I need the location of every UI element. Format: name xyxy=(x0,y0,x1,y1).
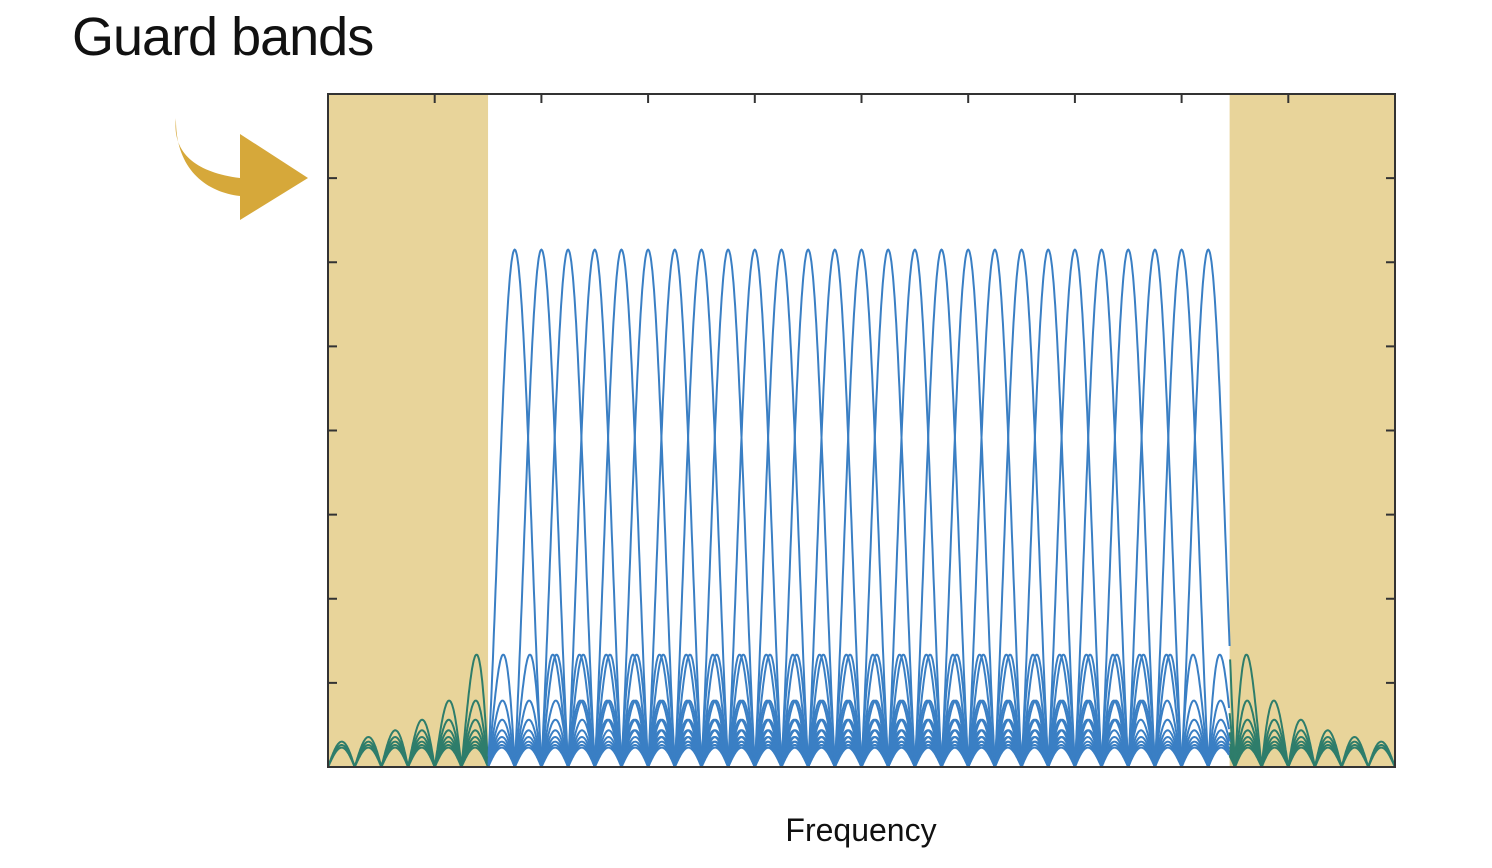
subcarrier-23 xyxy=(860,248,1231,767)
subcarrier-2 xyxy=(487,248,783,767)
subcarrier-7-leak-left xyxy=(433,744,489,767)
leakage-lobes xyxy=(328,653,1395,767)
subcarrier-22-leak-right xyxy=(1228,740,1316,767)
subcarrier-27-leak-right xyxy=(1229,653,1395,767)
subcarrier-22 xyxy=(833,248,1231,767)
subcarrier-14 xyxy=(620,248,1103,767)
subcarrier-1 xyxy=(487,248,756,767)
subcarrier-13 xyxy=(593,248,1076,767)
subcarrier-10 xyxy=(513,248,996,767)
subcarrier-12 xyxy=(567,248,1050,767)
guard-band-left xyxy=(328,94,489,767)
guard-band-arrow-icon xyxy=(175,118,308,220)
subcarrier-27 xyxy=(967,248,1231,767)
subcarrier-8-leak-left xyxy=(460,746,489,767)
subcarrier-4 xyxy=(487,248,836,767)
chart-title: Guard bands xyxy=(72,7,374,67)
subcarrier-series xyxy=(487,248,1231,767)
subcarrier-5-leak-left xyxy=(380,735,489,767)
guard-bands xyxy=(328,94,1395,767)
subcarrier-18 xyxy=(727,248,1210,767)
x-axis-label: Frequency xyxy=(785,812,937,848)
subcarrier-11 xyxy=(540,248,1023,767)
subcarrier-16 xyxy=(673,248,1156,767)
subcarrier-21 xyxy=(807,248,1230,767)
guard-band-right xyxy=(1229,94,1395,767)
subcarrier-1-leak-left xyxy=(328,653,489,767)
axis-ticks xyxy=(328,94,1395,684)
subcarrier-6-leak-left xyxy=(407,740,489,767)
subcarrier-17 xyxy=(700,248,1183,767)
subcarrier-15 xyxy=(647,248,1130,767)
